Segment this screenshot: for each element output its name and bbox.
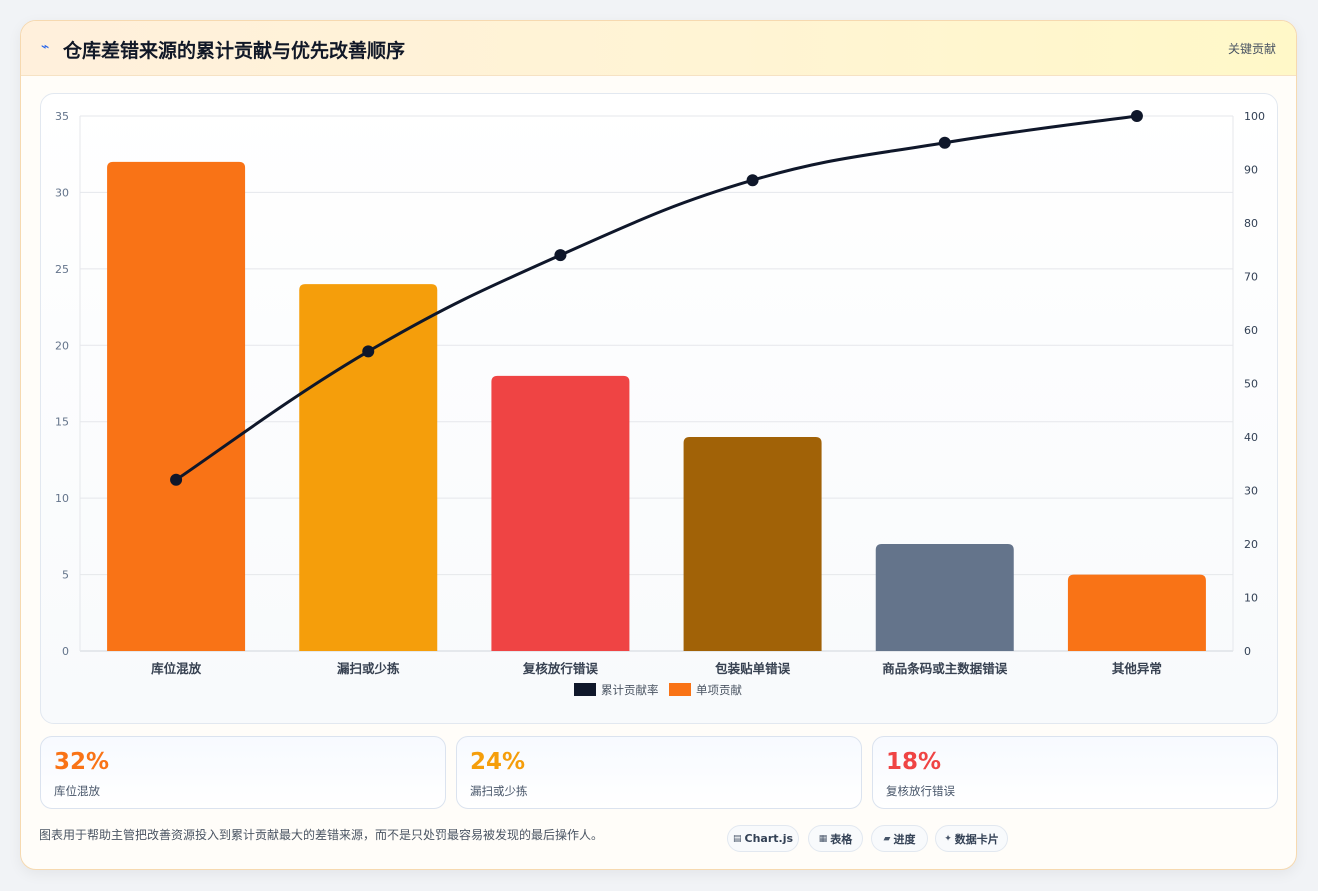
x-tick-label: 其他异常 xyxy=(1112,661,1162,676)
stat-label: 库位混放 xyxy=(54,784,100,798)
bar xyxy=(299,284,438,651)
cumulative-point xyxy=(554,249,567,262)
y-tick-label: 15 xyxy=(55,416,69,429)
chartjs-pill[interactable]: ▤ Chart.js xyxy=(727,825,799,852)
pill-label: Chart.js xyxy=(744,832,794,845)
x-tick-label: 漏扫或少拣 xyxy=(337,661,400,676)
data-card-pill[interactable]: ✦ 数据卡片 xyxy=(935,825,1008,852)
cumulative-point xyxy=(362,345,375,358)
y2-tick-label: 100 xyxy=(1244,110,1265,123)
stat-card-2: 24% 漏扫或少拣 xyxy=(456,736,862,809)
progress-icon: ▰ xyxy=(883,833,891,844)
cumulative-point xyxy=(1130,110,1143,122)
y2-tick-label: 10 xyxy=(1244,592,1258,605)
page-title: 仓库差错来源的累计贡献与优先改善顺序 xyxy=(63,40,406,62)
x-tick-label: 包装贴单错误 xyxy=(714,661,791,676)
pill-label: 进度 xyxy=(893,832,916,846)
y-tick-label: 30 xyxy=(55,186,69,199)
progress-pill[interactable]: ▰ 进度 xyxy=(871,825,928,852)
y2-tick-label: 40 xyxy=(1244,431,1258,444)
x-tick-label: 商品条码或主数据错误 xyxy=(882,661,1008,676)
x-tick-label: 库位混放 xyxy=(151,661,202,676)
y-tick-label: 0 xyxy=(62,645,69,658)
y-tick-label: 20 xyxy=(55,339,69,352)
chart-panel: 0 5 10 15 20 25 30 35 0 10 20 30 40 50 60 70 80 90 100 库位混放… xyxy=(40,93,1278,724)
stat-value: 18% xyxy=(886,749,942,775)
gridlines xyxy=(79,115,1234,652)
y2-tick-label: 60 xyxy=(1244,324,1258,337)
pill-label: 表格 xyxy=(830,832,853,846)
legend-label: 累计贡献率 xyxy=(601,683,659,697)
bars xyxy=(107,161,1206,651)
y-tick-label: 25 xyxy=(55,263,69,276)
y2-tick-label: 50 xyxy=(1244,378,1258,391)
stat-label: 漏扫或少拣 xyxy=(470,784,528,798)
cumulative-point xyxy=(170,473,183,486)
pareto-chart: 0 5 10 15 20 25 30 35 0 10 20 30 40 50 60 70 80 90 100 库位混放… xyxy=(55,110,1265,697)
y2-tick-label: 90 xyxy=(1244,164,1258,177)
y-tick-label: 35 xyxy=(55,110,69,123)
table-icon: ▦ xyxy=(818,833,828,844)
chart-card: ⌁ 仓库差错来源的累计贡献与优先改善顺序 关键贡献 0 5 10 15 20 25 30 35… xyxy=(20,20,1297,870)
bar xyxy=(107,161,246,651)
cumulative-point xyxy=(938,136,951,149)
bar xyxy=(491,375,630,651)
legend-swatch xyxy=(669,683,691,696)
y2-tick-label: 70 xyxy=(1244,271,1258,284)
stat-card-3: 18% 复核放行错误 xyxy=(872,736,1278,809)
y2-tick-label: 80 xyxy=(1244,217,1258,230)
stat-value: 32% xyxy=(54,749,110,775)
y-tick-label: 5 xyxy=(62,569,69,582)
bar xyxy=(875,544,1014,651)
lightning-icon: ⌁ xyxy=(41,39,50,55)
y2-tick-label: 30 xyxy=(1244,485,1258,498)
table-pill[interactable]: ▦ 表格 xyxy=(808,825,863,852)
cumulative-line xyxy=(175,114,1138,482)
pill-label: 数据卡片 xyxy=(954,832,999,846)
card-icon: ✦ xyxy=(944,833,952,844)
stat-card-1: 32% 库位混放 xyxy=(40,736,446,809)
y2-tick-label: 20 xyxy=(1244,538,1258,551)
chart-icon: ▤ xyxy=(732,833,742,844)
cumulative-point xyxy=(746,174,759,187)
stat-label: 复核放行错误 xyxy=(886,784,955,798)
footer-note: 图表用于帮助主管把改善资源投入到累计贡献最大的差错来源，而不是只处罚最容易被发现… xyxy=(39,828,604,842)
card-header: ⌁ 仓库差错来源的累计贡献与优先改善顺序 关键贡献 xyxy=(21,21,1296,76)
legend-label: 单项贡献 xyxy=(696,683,742,697)
stat-value: 24% xyxy=(470,749,526,775)
x-tick-label: 复核放行错误 xyxy=(522,661,599,676)
bar xyxy=(1067,574,1206,651)
legend-swatch xyxy=(574,683,596,696)
bar xyxy=(683,437,822,651)
key-contribution-badge: 关键贡献 xyxy=(1227,42,1276,56)
legend: 累计贡献率 单项贡献 xyxy=(574,683,742,697)
y-tick-label: 10 xyxy=(55,492,69,505)
y2-tick-label: 0 xyxy=(1244,645,1251,658)
